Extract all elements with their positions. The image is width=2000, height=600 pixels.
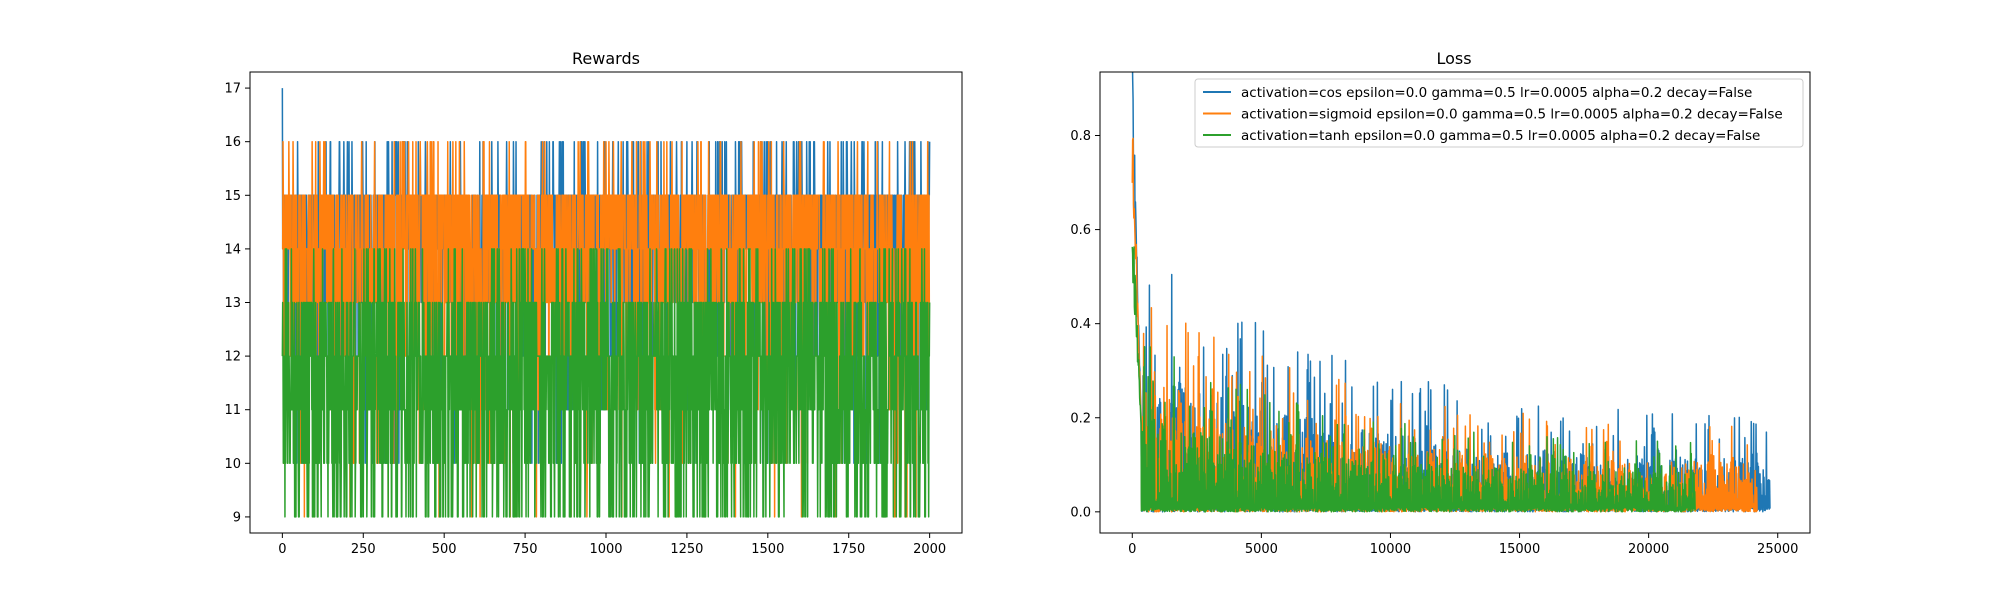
loss-chart: Loss 0 5000 10000 15000 20000 250000.00.20.40… xyxy=(1070,49,1811,557)
series-line xyxy=(281,248,931,518)
x-tick-label: 1000 xyxy=(589,542,622,557)
x-tick-label: 1250 xyxy=(670,542,703,557)
x-tick-label: 750 xyxy=(513,542,538,557)
legend-label: activation=cos epsilon=0.0 gamma=0.5 lr=… xyxy=(1241,85,1752,101)
y-tick-label: 0.0 xyxy=(1070,505,1091,520)
y-tick-label: 0.8 xyxy=(1070,129,1091,144)
x-tick-label: 2000 xyxy=(913,542,946,557)
x-tick-label: 10000 xyxy=(1370,542,1411,557)
y-tick-label: 17 xyxy=(224,82,241,97)
x-tick-label: 15000 xyxy=(1499,542,1540,557)
legend-frame xyxy=(1194,78,1804,148)
rewards-ticks: 0 250 500 750 1000 1250 1500 1750 2000 9 10 11 12 13 1… xyxy=(224,82,946,557)
loss-series-group xyxy=(1131,72,1771,513)
rewards-title: Rewards xyxy=(572,49,640,68)
y-tick-label: 11 xyxy=(224,403,241,418)
legend-label: activation=tanh epsilon=0.0 gamma=0.5 lr… xyxy=(1241,128,1760,144)
y-tick-label: 12 xyxy=(224,350,241,365)
loss-legend: activation=cos epsilon=0.0 gamma=0.5 lr=… xyxy=(1194,78,1804,148)
y-tick-label: 0.4 xyxy=(1070,317,1091,332)
y-tick-label: 10 xyxy=(224,457,241,472)
x-tick-label: 1500 xyxy=(751,542,784,557)
x-tick-label: 5000 xyxy=(1245,542,1278,557)
rewards-chart: Rewards 0 250 500 750 1000 1250 1500 1750 2000 9 1… xyxy=(224,49,963,557)
loss-ticks: 0 5000 10000 15000 20000 25000 0.0 0.2 0.4 0.6 0.8 xyxy=(1070,129,1798,557)
loss-axes-frame xyxy=(1099,71,1811,534)
y-tick-label: 14 xyxy=(224,242,241,257)
y-tick-label: 9 xyxy=(233,510,241,525)
x-tick-label: 500 xyxy=(432,542,457,557)
series-line xyxy=(1131,246,1696,513)
x-tick-label: 250 xyxy=(351,542,376,557)
y-tick-label: 0.6 xyxy=(1070,223,1091,238)
x-tick-label: 25000 xyxy=(1757,542,1798,557)
y-tick-label: 15 xyxy=(224,189,241,204)
loss-title: Loss xyxy=(1436,49,1471,68)
legend-label: activation=sigmoid epsilon=0.0 gamma=0.5… xyxy=(1241,107,1783,123)
series-line xyxy=(1131,137,1758,513)
y-tick-label: 13 xyxy=(224,296,241,311)
x-tick-label: 20000 xyxy=(1628,542,1669,557)
x-tick-label: 0 xyxy=(278,542,286,557)
x-tick-label: 0 xyxy=(1128,542,1136,557)
y-tick-label: 0.2 xyxy=(1070,411,1091,426)
x-tick-label: 1750 xyxy=(832,542,865,557)
y-tick-label: 16 xyxy=(224,135,241,150)
rewards-series-group xyxy=(281,88,931,518)
